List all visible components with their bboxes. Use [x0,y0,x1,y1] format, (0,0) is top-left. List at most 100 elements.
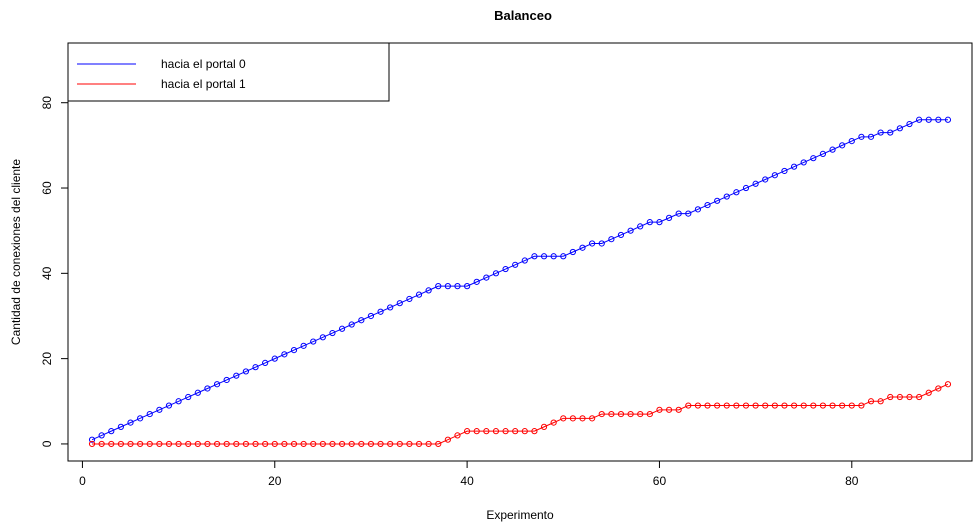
data-point [723,193,730,200]
data-point [598,410,605,418]
data-point [146,440,153,448]
data-point [858,133,865,140]
data-point [646,219,653,226]
series-0 [88,116,952,443]
data-point [396,440,403,448]
y-tick-label: 40 [40,266,54,280]
data-point [310,440,317,448]
data-point [781,167,788,175]
data-point [858,402,865,409]
data-point [627,227,634,234]
data-point [646,410,653,418]
data-point [896,125,903,132]
data-point [512,261,519,268]
data-point [271,440,278,448]
data-point [435,283,442,290]
data-point [579,415,586,422]
data-point [108,440,115,448]
data-point [367,312,375,320]
data-point [137,440,144,448]
data-point [242,440,250,448]
data-point [839,402,846,409]
data-point [127,419,134,426]
y-tick-label: 0 [40,440,54,447]
data-point [213,440,221,448]
data-point [88,436,96,443]
data-point [550,419,557,426]
data-point [117,440,124,448]
data-point [252,364,259,371]
series-line [92,383,949,445]
data-point [146,410,153,418]
data-point [473,278,480,285]
chart-title: Balanceo [494,8,552,23]
data-point [213,381,221,388]
data-point [906,393,913,401]
data-point [742,184,750,192]
data-point [473,428,480,435]
data-point [502,428,509,435]
data-point [165,440,173,448]
data-point [887,393,894,401]
data-point [338,325,346,332]
data-point [685,210,692,217]
data-point [454,283,461,290]
data-point [887,129,894,136]
data-point [185,393,192,401]
data-point [665,214,673,221]
data-point [338,440,346,448]
data-point [810,402,817,409]
data-point [714,197,721,204]
data-point [752,402,759,409]
data-point [223,440,230,448]
data-point [800,402,807,409]
data-point [656,219,663,226]
data-point [88,440,96,448]
data-point [531,253,538,260]
data-point [723,402,730,409]
data-point [329,440,336,448]
data-point [560,253,567,260]
data-point [627,410,634,418]
y-axis-label: Cantidad de conexiones del cliente [9,159,23,345]
data-point [300,440,307,448]
data-point [377,308,384,315]
data-point [319,334,326,341]
data-point [425,440,432,448]
series-layer [88,116,952,448]
data-point [483,428,490,435]
data-point [310,338,317,345]
data-point [685,402,692,409]
data-point [733,189,740,196]
data-point [589,240,596,247]
data-point [665,406,673,413]
data-point [127,440,134,448]
legend-box [67,42,390,102]
data-point [589,415,596,422]
data-point [175,440,182,448]
x-axis-label: Experimento [486,508,554,522]
data-point [194,440,201,448]
data-point [425,287,432,294]
legend: hacia el portal 0 hacia el portal 1 [67,42,390,102]
data-point [329,329,336,337]
data-point [608,410,615,418]
data-point [233,440,240,448]
data-point [819,402,827,409]
legend-label: hacia el portal 1 [161,77,246,91]
data-point [396,300,403,307]
data-point [550,253,557,260]
data-point [483,274,490,281]
data-point [194,389,201,396]
data-point [464,428,471,435]
x-axis: 0 20 40 60 80 [79,460,859,488]
data-point [675,406,682,413]
data-point [185,440,192,448]
data-point [867,133,875,140]
data-point [415,440,423,448]
data-point [512,428,519,435]
data-point [165,402,173,409]
plot-frame [67,42,973,462]
data-point [521,428,528,435]
